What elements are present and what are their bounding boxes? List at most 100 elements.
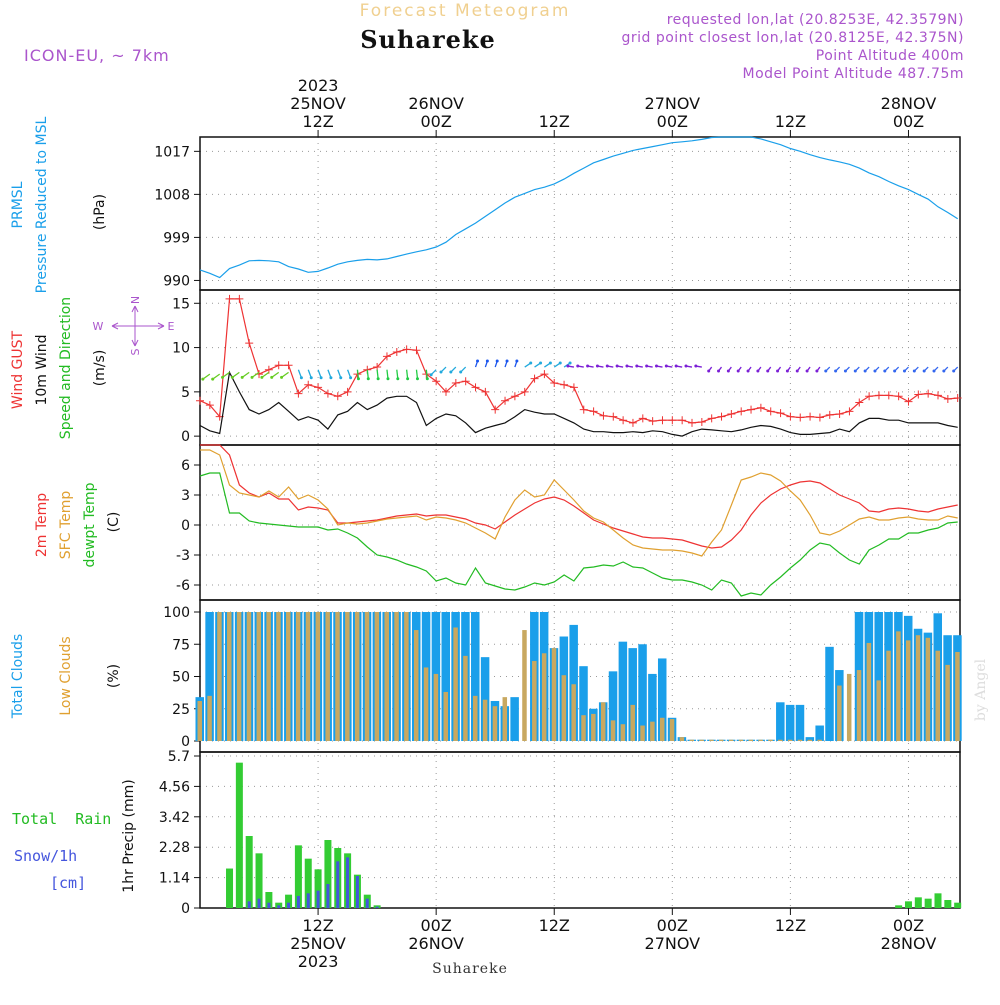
wind-arrow-head bbox=[863, 369, 867, 373]
wind-line bbox=[199, 370, 958, 437]
gust-point bbox=[274, 361, 283, 370]
low-cloud-bar bbox=[345, 612, 350, 741]
wind-arrow-head bbox=[485, 359, 489, 363]
total-cloud-bar bbox=[205, 612, 214, 741]
snow-bar bbox=[355, 876, 359, 908]
low-cloud-bar bbox=[443, 691, 448, 741]
gust-point bbox=[491, 405, 500, 414]
temp-unit: (C) bbox=[106, 512, 122, 533]
bottom-axis-label: 00Z bbox=[893, 916, 924, 935]
wind-arrow-head bbox=[756, 369, 760, 373]
gust-point bbox=[432, 377, 441, 386]
gust-point bbox=[727, 410, 736, 418]
precip-ytick-label: 2.28 bbox=[159, 840, 190, 856]
low-cloud-bar bbox=[807, 739, 813, 741]
rain-bar bbox=[944, 900, 952, 908]
total-cloud-bar bbox=[648, 673, 657, 741]
wind-arrow-head bbox=[319, 376, 323, 380]
gust-point bbox=[471, 383, 480, 392]
low-cloud-bar bbox=[935, 650, 940, 741]
gust-point bbox=[747, 405, 756, 414]
gust-point bbox=[815, 413, 824, 422]
bottom-axis-label: 12Z bbox=[539, 916, 570, 935]
model-name: ICON-EU, ~ 7km bbox=[24, 46, 170, 65]
gust-point bbox=[904, 397, 913, 406]
wind-arrow-head bbox=[429, 373, 433, 377]
low-cloud-bar bbox=[846, 673, 852, 741]
low-cloud-bar bbox=[561, 675, 567, 741]
low-cloud-bar bbox=[374, 612, 380, 741]
low-cloud-bar bbox=[659, 717, 665, 741]
total-cloud-bar bbox=[579, 666, 588, 741]
gust-point bbox=[314, 383, 323, 392]
total-cloud-bar bbox=[825, 646, 834, 741]
rain-bar bbox=[373, 905, 381, 908]
wind-arrow-head bbox=[425, 377, 429, 381]
gust-point bbox=[402, 345, 411, 354]
gust-point bbox=[638, 414, 647, 423]
low-cloud-bar bbox=[778, 739, 783, 741]
low-cloud-bar bbox=[768, 739, 773, 741]
gust-point bbox=[737, 407, 746, 416]
compass-n: N bbox=[129, 296, 142, 304]
precip-unit: 1hr Precip (mm) bbox=[121, 779, 137, 892]
compass-e: E bbox=[168, 320, 175, 333]
precip-ytick-label: 3.42 bbox=[159, 810, 190, 826]
model-altitude: Model Point Altitude 487.75m bbox=[743, 66, 964, 82]
wind-arrow-head bbox=[309, 376, 313, 380]
gust-point bbox=[717, 412, 726, 421]
wind-arrow-head bbox=[240, 375, 244, 379]
wind-arrow-head bbox=[386, 377, 390, 381]
low-cloud-bar bbox=[945, 664, 950, 741]
wind-arrow-head bbox=[260, 375, 264, 379]
low-cloud-bar bbox=[689, 739, 694, 741]
low-cloud-bar bbox=[610, 720, 616, 741]
wind-arrow-head bbox=[707, 369, 711, 373]
low-cloud-bar bbox=[837, 685, 842, 741]
wind-arrow-head bbox=[843, 369, 847, 373]
total-cloud-bar bbox=[618, 641, 628, 741]
snow-bar bbox=[306, 893, 310, 908]
gust-point bbox=[569, 383, 578, 392]
snow-bar bbox=[346, 857, 350, 908]
wind-arrow-head bbox=[883, 369, 887, 373]
wind-arrow-head bbox=[366, 377, 370, 381]
total-cloud-bar bbox=[657, 658, 667, 741]
bottom-axis-label: 28NOV bbox=[881, 934, 937, 953]
wind-arrow-head bbox=[576, 364, 580, 368]
gust-point bbox=[540, 370, 549, 379]
snow-bar bbox=[257, 898, 261, 908]
bottom-axis-label: 00Z bbox=[657, 916, 688, 935]
wind-arrow-head bbox=[873, 369, 877, 373]
wind-arrow-head bbox=[476, 359, 480, 363]
low-cloud-bar bbox=[669, 719, 675, 741]
wind-arrow-head bbox=[548, 361, 552, 365]
wind-panel-label: Wind GUST 10m Wind Speed and Direction (… bbox=[10, 297, 108, 439]
temp-ytick-label: -6 bbox=[176, 578, 190, 594]
wind-direction-arrow bbox=[425, 369, 428, 379]
gust-point bbox=[392, 348, 401, 356]
gust-point bbox=[865, 392, 874, 401]
pressure-unit: (hPa) bbox=[92, 194, 108, 230]
rain-bar bbox=[226, 868, 234, 908]
wind-arrow-head bbox=[595, 364, 599, 368]
top-axis-label: 26NOV bbox=[408, 94, 464, 113]
wind-arrow-head bbox=[329, 376, 333, 380]
gust-point bbox=[461, 377, 470, 386]
compass-icon bbox=[111, 305, 165, 347]
low-cloud-bar bbox=[354, 612, 360, 741]
low-cloud-bar bbox=[630, 704, 635, 741]
pressure-ytick-label: 1017 bbox=[154, 144, 190, 160]
rain-bar bbox=[304, 858, 312, 908]
wind-arrow-head bbox=[529, 361, 533, 365]
gust-point bbox=[481, 387, 490, 396]
wind-frame bbox=[199, 289, 961, 446]
low-cloud-bar bbox=[915, 635, 921, 741]
supertitle: Forecast Meteogram bbox=[360, 1, 571, 21]
low-cloud-bar bbox=[787, 739, 793, 741]
total-cloud-bar bbox=[510, 697, 519, 741]
wind-arrow-head bbox=[539, 361, 543, 365]
gust-point bbox=[205, 401, 214, 410]
low-cloud-bar bbox=[532, 661, 537, 741]
